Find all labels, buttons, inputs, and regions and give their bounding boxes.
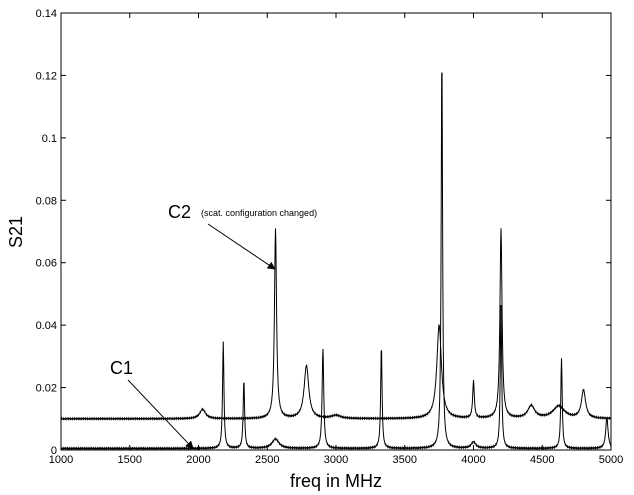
y-tick-label: 0.04: [36, 320, 57, 332]
series-line-c2: [60, 228, 612, 421]
x-tick-label: 5000: [599, 454, 623, 466]
x-tick-label: 3000: [324, 454, 348, 466]
y-tick-label: 0.06: [36, 258, 57, 270]
x-tick-label: 1000: [49, 454, 73, 466]
y-tick-label: 0.12: [36, 70, 57, 82]
x-axis-ticks: 1000 1500 2000 2500 3000 3500 4000 4500 5000: [49, 13, 623, 466]
y-tick-label: 0.1: [42, 133, 57, 145]
plot-frame: [60, 12, 612, 451]
y-axis-ticks: 0 0.02 0.04 0.06 0.08 0.1 0.12 0.14: [36, 8, 611, 457]
x-tick-label: 2500: [255, 454, 279, 466]
x-tick-label: 1500: [118, 454, 142, 466]
x-tick-label: 2000: [186, 454, 210, 466]
x-axis-label: freq in MHz: [290, 471, 382, 491]
y-tick-label: 0: [51, 445, 57, 457]
y-axis-label: S21: [6, 216, 26, 248]
x-tick-label: 4500: [530, 454, 554, 466]
annotation-layer: C1 C2 (scat. configuration changed): [110, 202, 317, 450]
x-tick-label: 3500: [393, 454, 417, 466]
series-line-c1: [60, 72, 612, 451]
y-tick-label: 0.14: [36, 8, 57, 20]
annotation-sublabel-c2: (scat. configuration changed): [201, 208, 317, 218]
annotation-arrow-c2: [207, 223, 276, 270]
x-tick-label: 4000: [461, 454, 485, 466]
y-tick-label: 0.02: [36, 383, 57, 395]
y-tick-label: 0.08: [36, 195, 57, 207]
annotation-label-c1: C1: [110, 358, 133, 378]
annotation-arrow-c1: [127, 379, 194, 450]
annotation-label-c2: C2: [168, 202, 191, 222]
series-layer: [60, 72, 612, 451]
